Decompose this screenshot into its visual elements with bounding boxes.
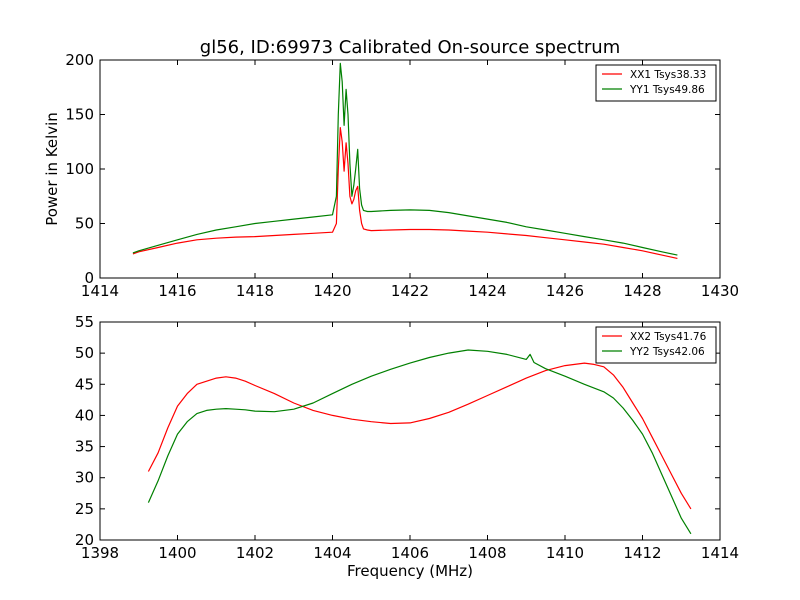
- figure-title: gl56, ID:69973 Calibrated On-source spec…: [200, 37, 620, 58]
- x-tick-label: 1400: [158, 544, 196, 562]
- y-tick-label: 100: [65, 160, 94, 178]
- x-tick-label: 1410: [546, 544, 584, 562]
- top-legend: XX1 Tsys38.33 YY1 Tsys49.86: [595, 64, 717, 102]
- x-tick-label: 1428: [623, 282, 661, 300]
- bottom-ticks: 1398 1400 1402 1404 1406 1408 1410 1412 1414 20 25…: [75, 313, 739, 562]
- legend-entry-label: YY2 Tsys42.06: [629, 346, 705, 358]
- legend-entry-label: XX1 Tsys38.33: [630, 69, 706, 81]
- top-ticks: 1414 1416 1418 1420 1422 1424 1426 1428 1430 0 50 1…: [65, 51, 739, 300]
- y-tick-label: 35: [75, 438, 94, 456]
- legend-frame: [595, 64, 717, 102]
- bottom-panel: 1398 1400 1402 1404 1406 1408 1410 1412 1414 20 25…: [75, 313, 739, 580]
- y-tick-label: 50: [75, 344, 94, 362]
- y-tick-label: 20: [75, 531, 94, 549]
- y-tick-label: 0: [84, 269, 94, 287]
- y-tick-label: 25: [75, 500, 94, 518]
- series-line-bottom-yy: [147, 349, 692, 535]
- x-tick-label: 1420: [313, 282, 351, 300]
- series-line-bottom-xx: [147, 362, 692, 510]
- bottom-x-axis-label: Frequency (MHz): [347, 562, 473, 580]
- x-tick-label: 1418: [236, 282, 274, 300]
- x-tick-label: 1402: [236, 544, 274, 562]
- y-tick-label: 40: [75, 406, 94, 424]
- x-tick-label: 1406: [391, 544, 429, 562]
- y-tick-label: 45: [75, 375, 94, 393]
- bottom-plot-area: [147, 349, 692, 535]
- x-tick-label: 1430: [701, 282, 739, 300]
- legend-entry-label: YY1 Tsys49.86: [629, 84, 705, 96]
- bottom-legend: XX2 Tsys41.76 YY2 Tsys42.06: [595, 326, 717, 364]
- y-tick-label: 50: [75, 215, 94, 233]
- x-tick-label: 1422: [391, 282, 429, 300]
- x-tick-label: 1398: [81, 544, 119, 562]
- x-tick-label: 1414: [701, 544, 739, 562]
- y-tick-label: 150: [65, 106, 94, 124]
- legend-frame: [595, 326, 717, 364]
- y-tick-label: 200: [65, 51, 94, 69]
- legend-entry-label: XX2 Tsys41.76: [630, 331, 707, 343]
- y-tick-label: 30: [75, 469, 94, 487]
- x-tick-label: 1416: [158, 282, 196, 300]
- x-tick-label: 1404: [313, 544, 351, 562]
- series-line-top-yy: [132, 62, 678, 256]
- x-tick-label: 1424: [468, 282, 506, 300]
- x-tick-label: 1408: [468, 544, 506, 562]
- x-tick-label: 1414: [81, 282, 119, 300]
- x-tick-label: 1412: [623, 544, 661, 562]
- series-line-top-xx: [132, 126, 678, 259]
- top-panel: 1414 1416 1418 1420 1422 1424 1426 1428 1430 0 50 1…: [43, 51, 739, 300]
- x-tick-label: 1426: [546, 282, 584, 300]
- top-y-axis-label: Power in Kelvin: [43, 112, 61, 226]
- top-plot-area: [132, 62, 678, 259]
- y-tick-label: 55: [75, 313, 94, 331]
